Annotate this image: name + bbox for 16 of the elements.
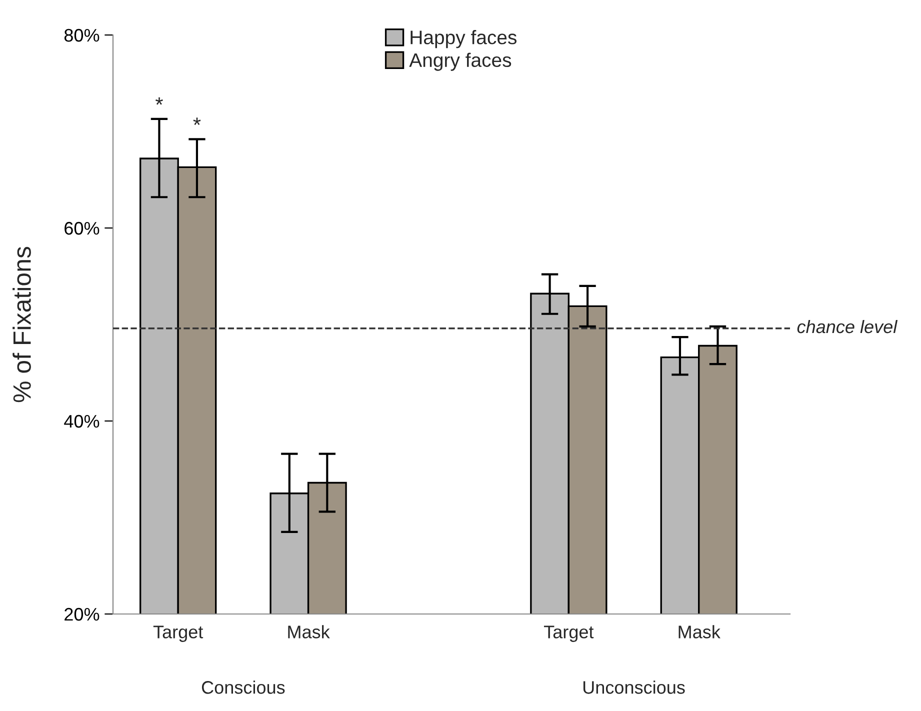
- x-tick-label: Mask: [288, 625, 330, 638]
- x-tick-label: Mask: [678, 625, 720, 638]
- data-label: *: [156, 97, 163, 105]
- data-label: *: [193, 118, 201, 125]
- y-tick-label: 20%: [64, 608, 100, 621]
- text: Conscious: [202, 680, 285, 694]
- legend-label: Angry faces: [409, 52, 512, 71]
- legend-label: Happy faces: [410, 30, 517, 48]
- y-tick-label: 40%: [64, 414, 100, 428]
- y-tick-label: 60%: [64, 222, 100, 235]
- x-tick-label: Target: [544, 626, 594, 642]
- x-tick-label: Target: [153, 626, 204, 642]
- text: Unconscious: [583, 680, 685, 694]
- y-tick-label: 80%: [64, 28, 100, 42]
- y-axis-title: % of Fixations: [12, 246, 31, 402]
- ref-line-label: chance level: [797, 320, 898, 334]
